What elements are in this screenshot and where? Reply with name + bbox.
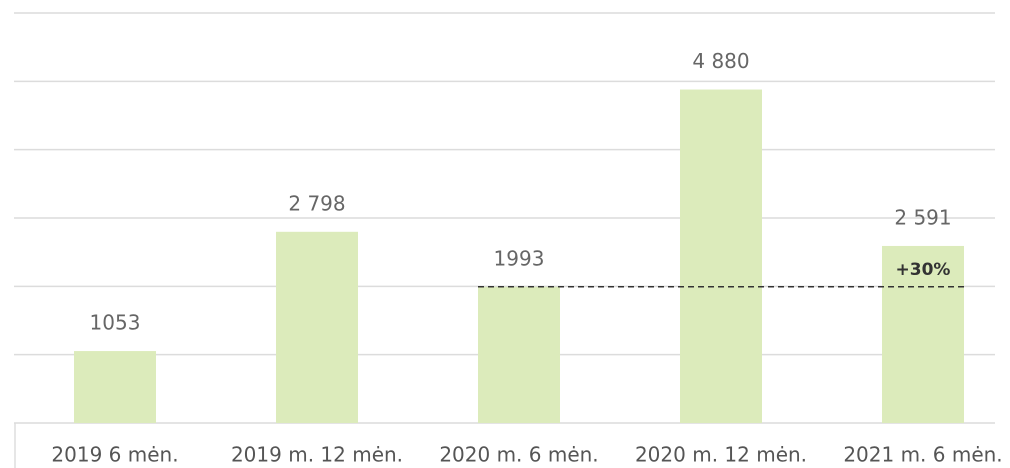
x-tick-label: 2020 m. 6 mėn. xyxy=(439,443,598,467)
bar xyxy=(680,89,762,424)
x-tick-label: 2019 6 mėn. xyxy=(51,443,178,467)
bar xyxy=(74,351,156,423)
value-label: 4 880 xyxy=(692,49,749,73)
value-label: 2 591 xyxy=(894,205,951,229)
bar xyxy=(882,245,964,423)
annotation: +30% xyxy=(896,260,951,280)
x-tick-label: 2020 m. 12 mėn. xyxy=(635,443,807,467)
bar xyxy=(276,231,358,423)
x-tick-label: 2021 m. 6 mėn. xyxy=(843,443,1002,467)
value-label: 2 798 xyxy=(288,191,345,215)
bar xyxy=(478,286,560,423)
x-tick-label: 2019 m. 12 mėn. xyxy=(231,443,403,467)
value-label: 1993 xyxy=(494,246,545,270)
value-label: 1053 xyxy=(90,311,141,335)
